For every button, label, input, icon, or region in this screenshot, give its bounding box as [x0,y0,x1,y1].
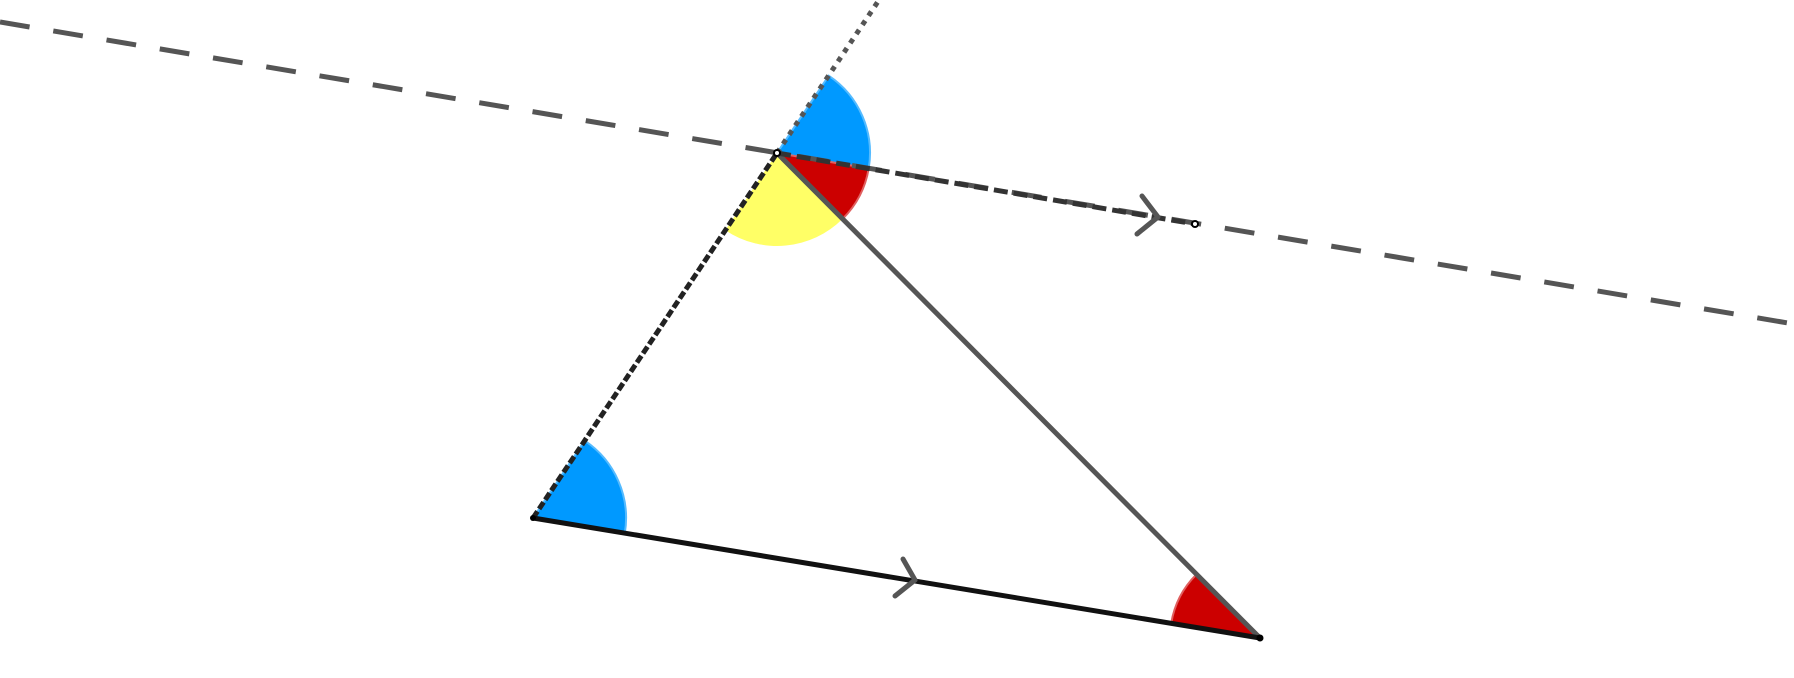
point [773,149,781,157]
parallel-marker [892,556,918,599]
angle-sector [775,74,871,170]
angle-sector [531,439,628,535]
triangle-side [775,151,1262,640]
triangle-side [532,515,1261,641]
triangle-side [530,151,780,520]
parallel-line [0,19,1794,327]
segment [776,150,1196,227]
angle-sector [725,153,843,246]
extension-line [774,0,882,155]
point [530,515,536,521]
parallel-marker [1134,193,1161,237]
point [1256,634,1264,642]
point [1191,220,1199,228]
